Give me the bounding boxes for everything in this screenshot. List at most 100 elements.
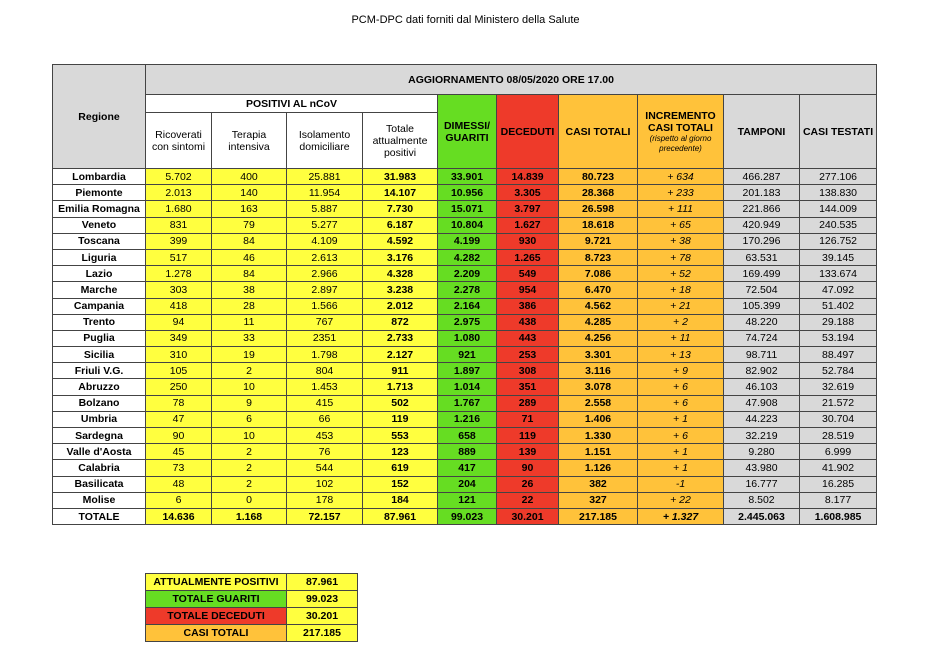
table-row: Campania 418 28 1.566 2.012 2.164 386 4.562 + 21… (52, 297, 878, 315)
cell-iso: 102 (286, 475, 363, 493)
cell-ric: 517 (145, 248, 212, 267)
cell-ric: 48 (145, 475, 212, 493)
cell-dim: 15.071 (437, 200, 497, 218)
cell-ric: 1.680 (145, 200, 212, 218)
cell-ric: 1.278 (145, 265, 212, 283)
cell-tam: 105.399 (723, 297, 800, 315)
cell-region: Liguria (52, 248, 146, 267)
cell-iso: 804 (286, 362, 363, 380)
cell-iso: 4.109 (286, 232, 363, 250)
cell-iso: 453 (286, 426, 363, 445)
cell-tot: 4.328 (362, 265, 438, 283)
header-dimessi: DIMESSI/ GUARITI (437, 94, 497, 169)
cell-dec: 351 (496, 378, 559, 396)
cell-casi: 2.558 (558, 394, 638, 412)
cell-dim: 10.956 (437, 184, 497, 202)
header-incremento: INCREMENTO CASI TOTALI (rispetto al gior… (637, 94, 724, 169)
cell-inc: + 1 (637, 459, 724, 477)
cell-iso: 25.881 (286, 167, 363, 186)
table-row: Toscana 399 84 4.109 4.592 4.199 930 9.721 + 38 1… (52, 232, 878, 250)
cell-ric: 47 (145, 410, 212, 429)
cell-region: Molise (52, 491, 146, 509)
cell-inc: + 22 (637, 491, 724, 509)
cell-inc: + 52 (637, 265, 724, 283)
cell-test: 16.285 (798, 475, 878, 493)
cell-tam: 47.908 (723, 394, 800, 412)
cell-casi: 1.151 (558, 443, 638, 461)
cell-test: 52.784 (798, 362, 878, 380)
cell-test: 21.572 (798, 394, 878, 412)
cell-region: Sicilia (52, 346, 146, 364)
cell-dec: 30.201 (496, 507, 559, 526)
cell-test: 133.674 (798, 265, 878, 283)
cell-region: Marche (52, 281, 146, 299)
cell-dim: 33.901 (437, 167, 497, 186)
table-row: Veneto 831 79 5.277 6.187 10.804 1.627 18.618 + … (52, 216, 878, 234)
cell-tam: 201.183 (723, 184, 800, 202)
cell-ter: 2 (211, 443, 287, 461)
cell-tam: 48.220 (723, 313, 800, 331)
table-row: Abruzzo 250 10 1.453 1.713 1.014 351 3.078 + 6 46… (52, 378, 878, 396)
table-row: Lazio 1.278 84 2.966 4.328 2.209 549 7.086 + 52 1… (52, 265, 878, 283)
cell-casi: 217.185 (558, 507, 638, 526)
cell-ter: 2 (211, 475, 287, 493)
header-tamponi: TAMPONI (723, 94, 800, 169)
cell-dec: 26 (496, 475, 559, 493)
header-positivi: POSITIVI AL nCoV (145, 94, 438, 113)
cell-region: Abruzzo (52, 378, 146, 396)
cell-ric: 78 (145, 394, 212, 412)
cell-iso: 72.157 (286, 507, 363, 526)
cell-dec: 3.305 (496, 184, 559, 202)
cell-tam: 43.980 (723, 459, 800, 477)
cell-test: 144.009 (798, 200, 878, 218)
cell-ric: 310 (145, 346, 212, 364)
cell-tot: 872 (362, 313, 438, 331)
cell-region: Trento (52, 313, 146, 331)
cell-iso: 2351 (286, 329, 363, 348)
cell-test: 1.608.985 (798, 507, 878, 526)
cell-tam: 44.223 (723, 410, 800, 429)
table-row: Emilia Romagna 1.680 163 5.887 7.730 15.071 3.… (52, 200, 878, 218)
cell-casi: 1.126 (558, 459, 638, 477)
cell-dim: 1.014 (437, 378, 497, 396)
cell-inc: + 6 (637, 394, 724, 412)
table-row: Lombardia 5.702 400 25.881 31.983 33.901 14.83… (52, 167, 878, 186)
cell-test: 51.402 (798, 297, 878, 315)
cell-casi: 3.301 (558, 346, 638, 364)
summary-label: CASI TOTALI (145, 624, 287, 642)
cell-dim: 121 (437, 491, 497, 509)
header-isolamento: Isolamento domiciliare (286, 112, 363, 169)
cell-tam: 16.777 (723, 475, 800, 493)
cell-dim: 2.278 (437, 281, 497, 299)
summary-row: ATTUALMENTE POSITIVI 87.961 (145, 573, 358, 591)
header-casi-testati: CASI TESTATI (798, 94, 878, 169)
cell-inc: + 9 (637, 362, 724, 380)
summary-table: ATTUALMENTE POSITIVI 87.961 TOTALE GUARITI… (145, 573, 358, 642)
cell-iso: 76 (286, 443, 363, 461)
cell-inc: + 78 (637, 248, 724, 267)
cell-ter: 9 (211, 394, 287, 412)
cell-dec: 14.839 (496, 167, 559, 186)
summary-row: TOTALE GUARITI 99.023 (145, 590, 358, 608)
cell-dim: 2.164 (437, 297, 497, 315)
cell-dec: 119 (496, 426, 559, 445)
cell-tot: 7.730 (362, 200, 438, 218)
cell-casi: 3.116 (558, 362, 638, 380)
cell-tam: 74.724 (723, 329, 800, 348)
cell-test: 126.752 (798, 232, 878, 250)
cell-dim: 99.023 (437, 507, 497, 526)
header-incremento-note: (rispetto al giorno precedente) (649, 133, 712, 153)
cell-ric: 73 (145, 459, 212, 477)
cell-tam: 170.296 (723, 232, 800, 250)
cell-ter: 1.168 (211, 507, 287, 526)
cell-dim: 1.767 (437, 394, 497, 412)
header-incremento-label: INCREMENTO CASI TOTALI (645, 109, 716, 134)
cell-dim: 1.080 (437, 329, 497, 348)
cell-tot: 2.127 (362, 346, 438, 364)
cell-tot: 6.187 (362, 216, 438, 234)
cell-inc: + 6 (637, 378, 724, 396)
cell-region: Calabria (52, 459, 146, 477)
cell-casi: 6.470 (558, 281, 638, 299)
cell-tam: 82.902 (723, 362, 800, 380)
cell-casi: 382 (558, 475, 638, 493)
